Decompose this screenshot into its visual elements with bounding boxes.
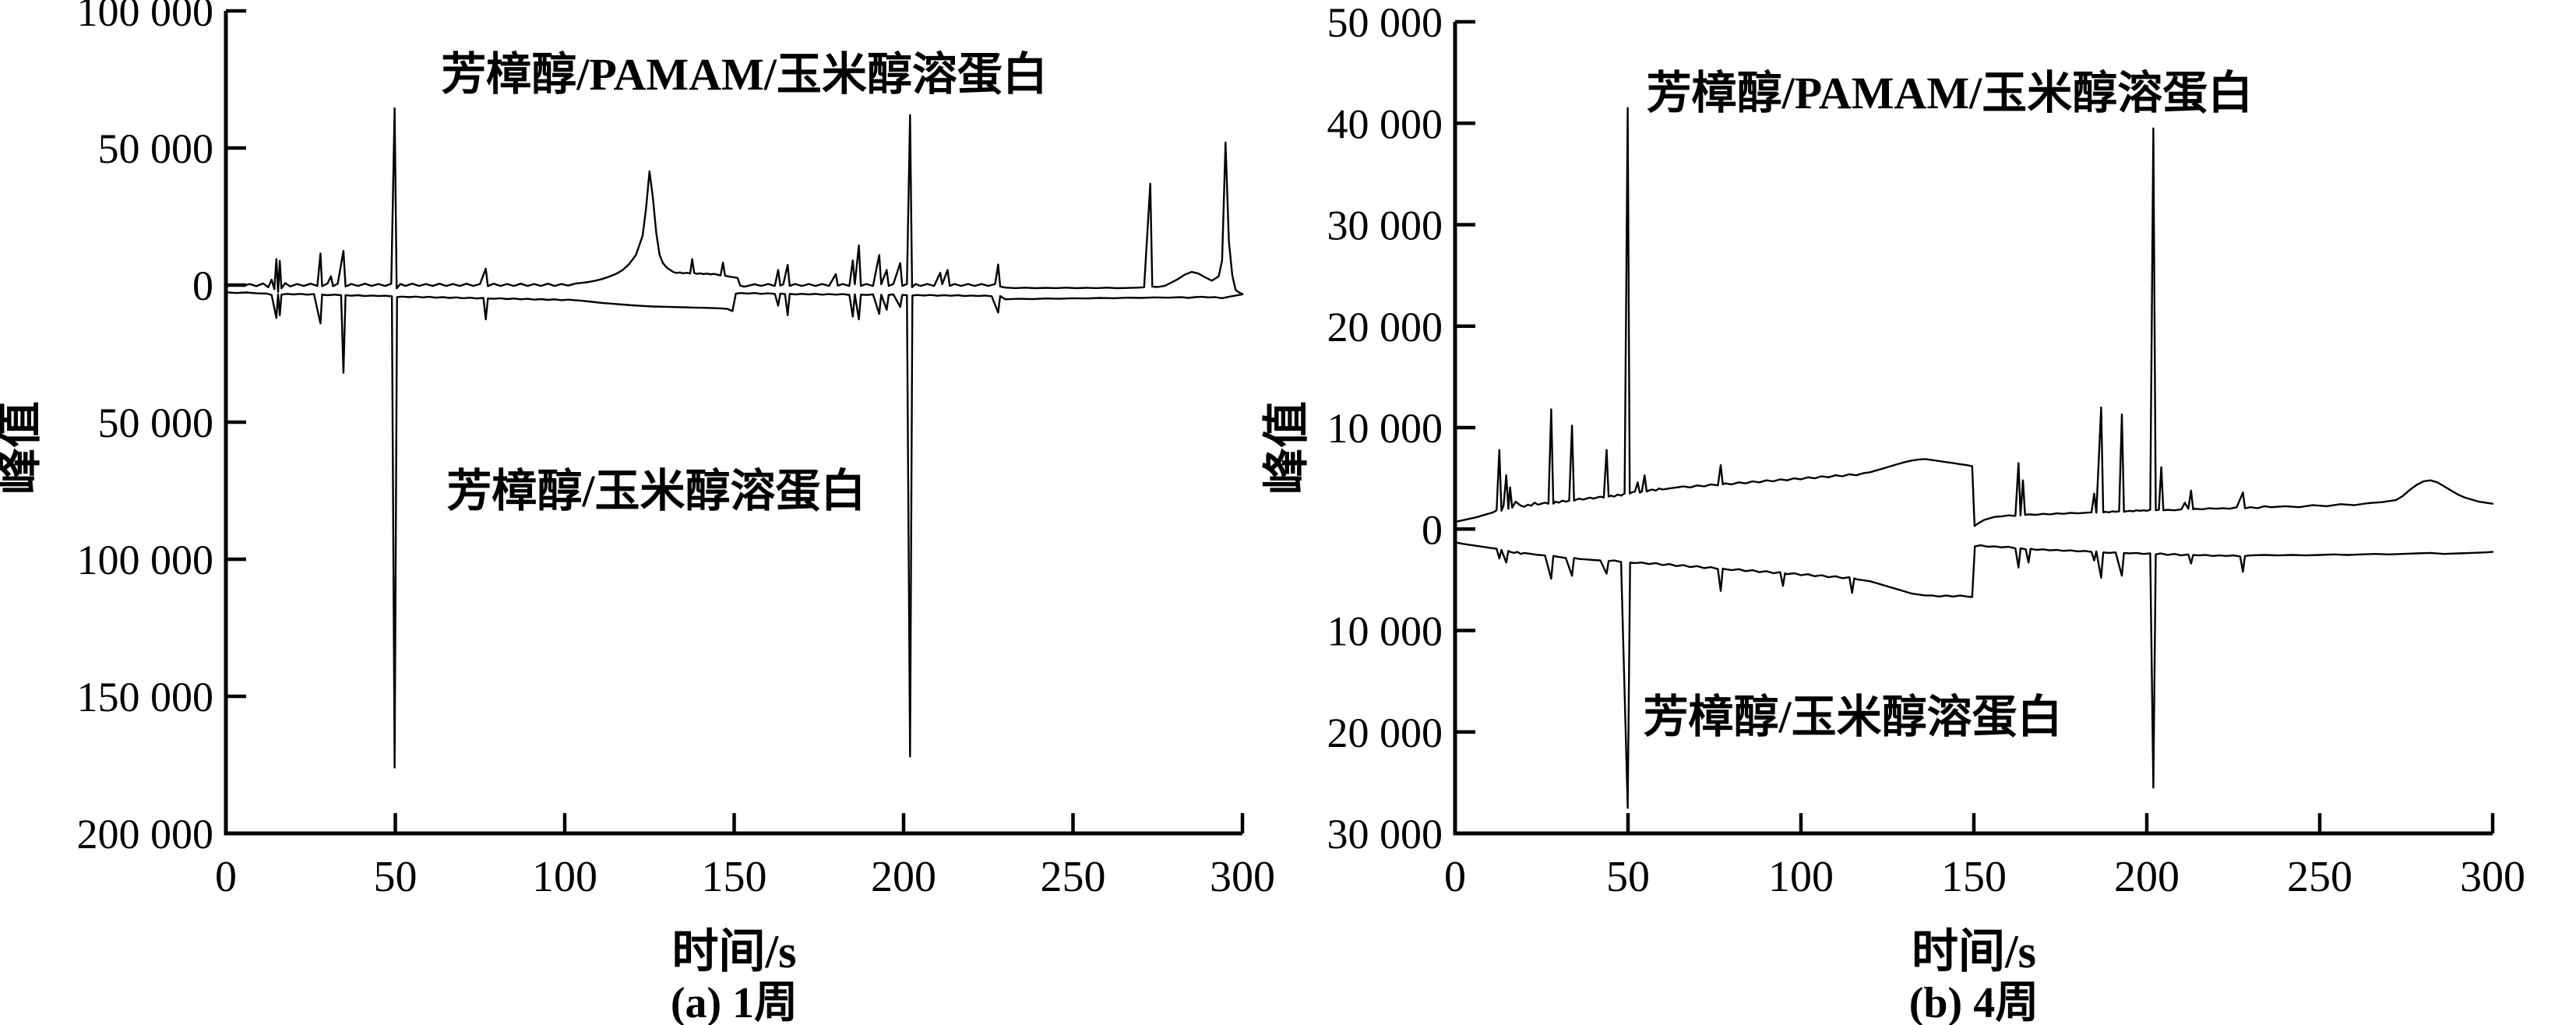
x-tick-label: 300 bbox=[2460, 853, 2525, 901]
y-tick-label: 30 000 bbox=[1327, 811, 1443, 858]
x-tick-label: 0 bbox=[1444, 853, 1466, 901]
series-trace-pamam bbox=[224, 107, 1244, 295]
y-tick-label: 0 bbox=[192, 262, 213, 309]
y-axis-title: 峰值 bbox=[1261, 401, 1313, 495]
y-tick-label: 150 000 bbox=[77, 674, 214, 720]
y-tick-label: 200 000 bbox=[77, 811, 214, 858]
series-trace-pamam bbox=[1454, 107, 2494, 527]
y-tick-label: 20 000 bbox=[1327, 710, 1443, 756]
x-tick-label: 250 bbox=[2287, 853, 2352, 901]
x-tick-label: 300 bbox=[1210, 853, 1275, 901]
x-tick-label: 150 bbox=[702, 853, 767, 901]
x-axis-title: 时间/s bbox=[1912, 926, 2036, 977]
x-tick-label: 250 bbox=[1041, 853, 1106, 901]
y-tick-label: 20 000 bbox=[1327, 304, 1443, 350]
annotation-label-top: 芳樟醇/PAMAM/玉米醇溶蛋白 bbox=[441, 49, 1048, 100]
panel-b: 50 000 40 000 30 000 20 000 10 000 0 10 000 20 … bbox=[1261, 0, 2525, 1025]
y-tick-label: 50 000 bbox=[98, 400, 214, 446]
y-tick-label: 50 000 bbox=[1327, 0, 1443, 46]
y-tick-label: 0 bbox=[1422, 506, 1443, 553]
y-tick-label: 40 000 bbox=[1327, 100, 1443, 147]
x-tick-label: 50 bbox=[1606, 853, 1650, 901]
annotation-label-top: 芳樟醇/PAMAM/玉米醇溶蛋白 bbox=[1647, 68, 2254, 118]
y-tick-label: 10 000 bbox=[1327, 405, 1443, 452]
y-tick-label: 100 000 bbox=[77, 537, 214, 583]
series-trace-zein bbox=[224, 291, 1244, 769]
panel-caption: (b) 4周 bbox=[1909, 979, 2039, 1025]
annotation-label-bottom: 芳樟醇/玉米醇溶蛋白 bbox=[446, 466, 865, 516]
panel-caption: (a) 1周 bbox=[671, 979, 798, 1025]
x-tick-label: 100 bbox=[1768, 853, 1834, 901]
x-axis-title: 时间/s bbox=[671, 926, 796, 977]
y-tick-label: 50 000 bbox=[98, 125, 214, 172]
panel-a: 100 000 50 000 0 50 000 100 000 150 000 200 00… bbox=[0, 0, 1275, 1025]
x-tick-label: 50 bbox=[374, 853, 418, 901]
y-axis-title: 峰值 bbox=[0, 401, 45, 495]
x-tick-label: 200 bbox=[871, 853, 936, 901]
y-tick-label: 10 000 bbox=[1327, 608, 1443, 655]
series-trace-zein bbox=[1454, 541, 2494, 809]
x-tick-label: 0 bbox=[215, 853, 237, 901]
y-tick-label: 30 000 bbox=[1327, 203, 1443, 249]
x-tick-label: 150 bbox=[1941, 853, 2007, 901]
y-tick-label: 100 000 bbox=[77, 0, 214, 35]
x-tick-label: 200 bbox=[2114, 853, 2180, 901]
annotation-label-bottom: 芳樟醇/玉米醇溶蛋白 bbox=[1644, 692, 2063, 742]
x-tick-label: 100 bbox=[532, 853, 597, 901]
